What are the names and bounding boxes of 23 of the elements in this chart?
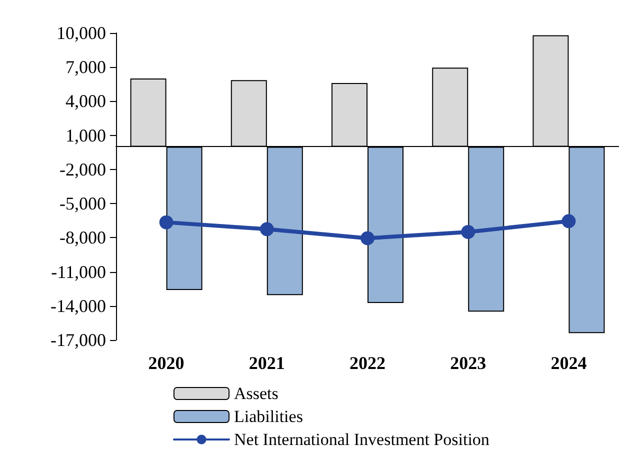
y-tick-label: -14,000 bbox=[50, 296, 106, 316]
x-tick-label: 2020 bbox=[148, 353, 184, 373]
x-tick-label: 2022 bbox=[350, 353, 386, 373]
legend-label: Net International Investment Position bbox=[234, 430, 490, 449]
y-tick-label: 1,000 bbox=[66, 125, 106, 146]
point bbox=[159, 215, 174, 230]
legend-label: Assets bbox=[234, 384, 278, 403]
y-tick-label: 7,000 bbox=[66, 57, 106, 78]
y-tick-label: 10,000 bbox=[56, 23, 106, 43]
x-tick-label: 2021 bbox=[248, 353, 285, 373]
point bbox=[360, 231, 374, 246]
y-tick-label: -5,000 bbox=[60, 194, 106, 214]
y-tick-label: 4,000 bbox=[66, 91, 106, 112]
y-tick-label: -17,000 bbox=[50, 330, 106, 350]
legend-label: Liabilities bbox=[234, 407, 303, 426]
y-tick-label: -2,000 bbox=[60, 159, 106, 180]
x-tick-label: 2024 bbox=[550, 353, 587, 373]
x-tick-label: 2023 bbox=[450, 353, 486, 373]
point bbox=[562, 214, 576, 228]
y-tick-label: -11,000 bbox=[51, 262, 106, 282]
point bbox=[260, 222, 274, 236]
point bbox=[461, 224, 476, 239]
y-tick-label: -8,000 bbox=[60, 228, 106, 248]
